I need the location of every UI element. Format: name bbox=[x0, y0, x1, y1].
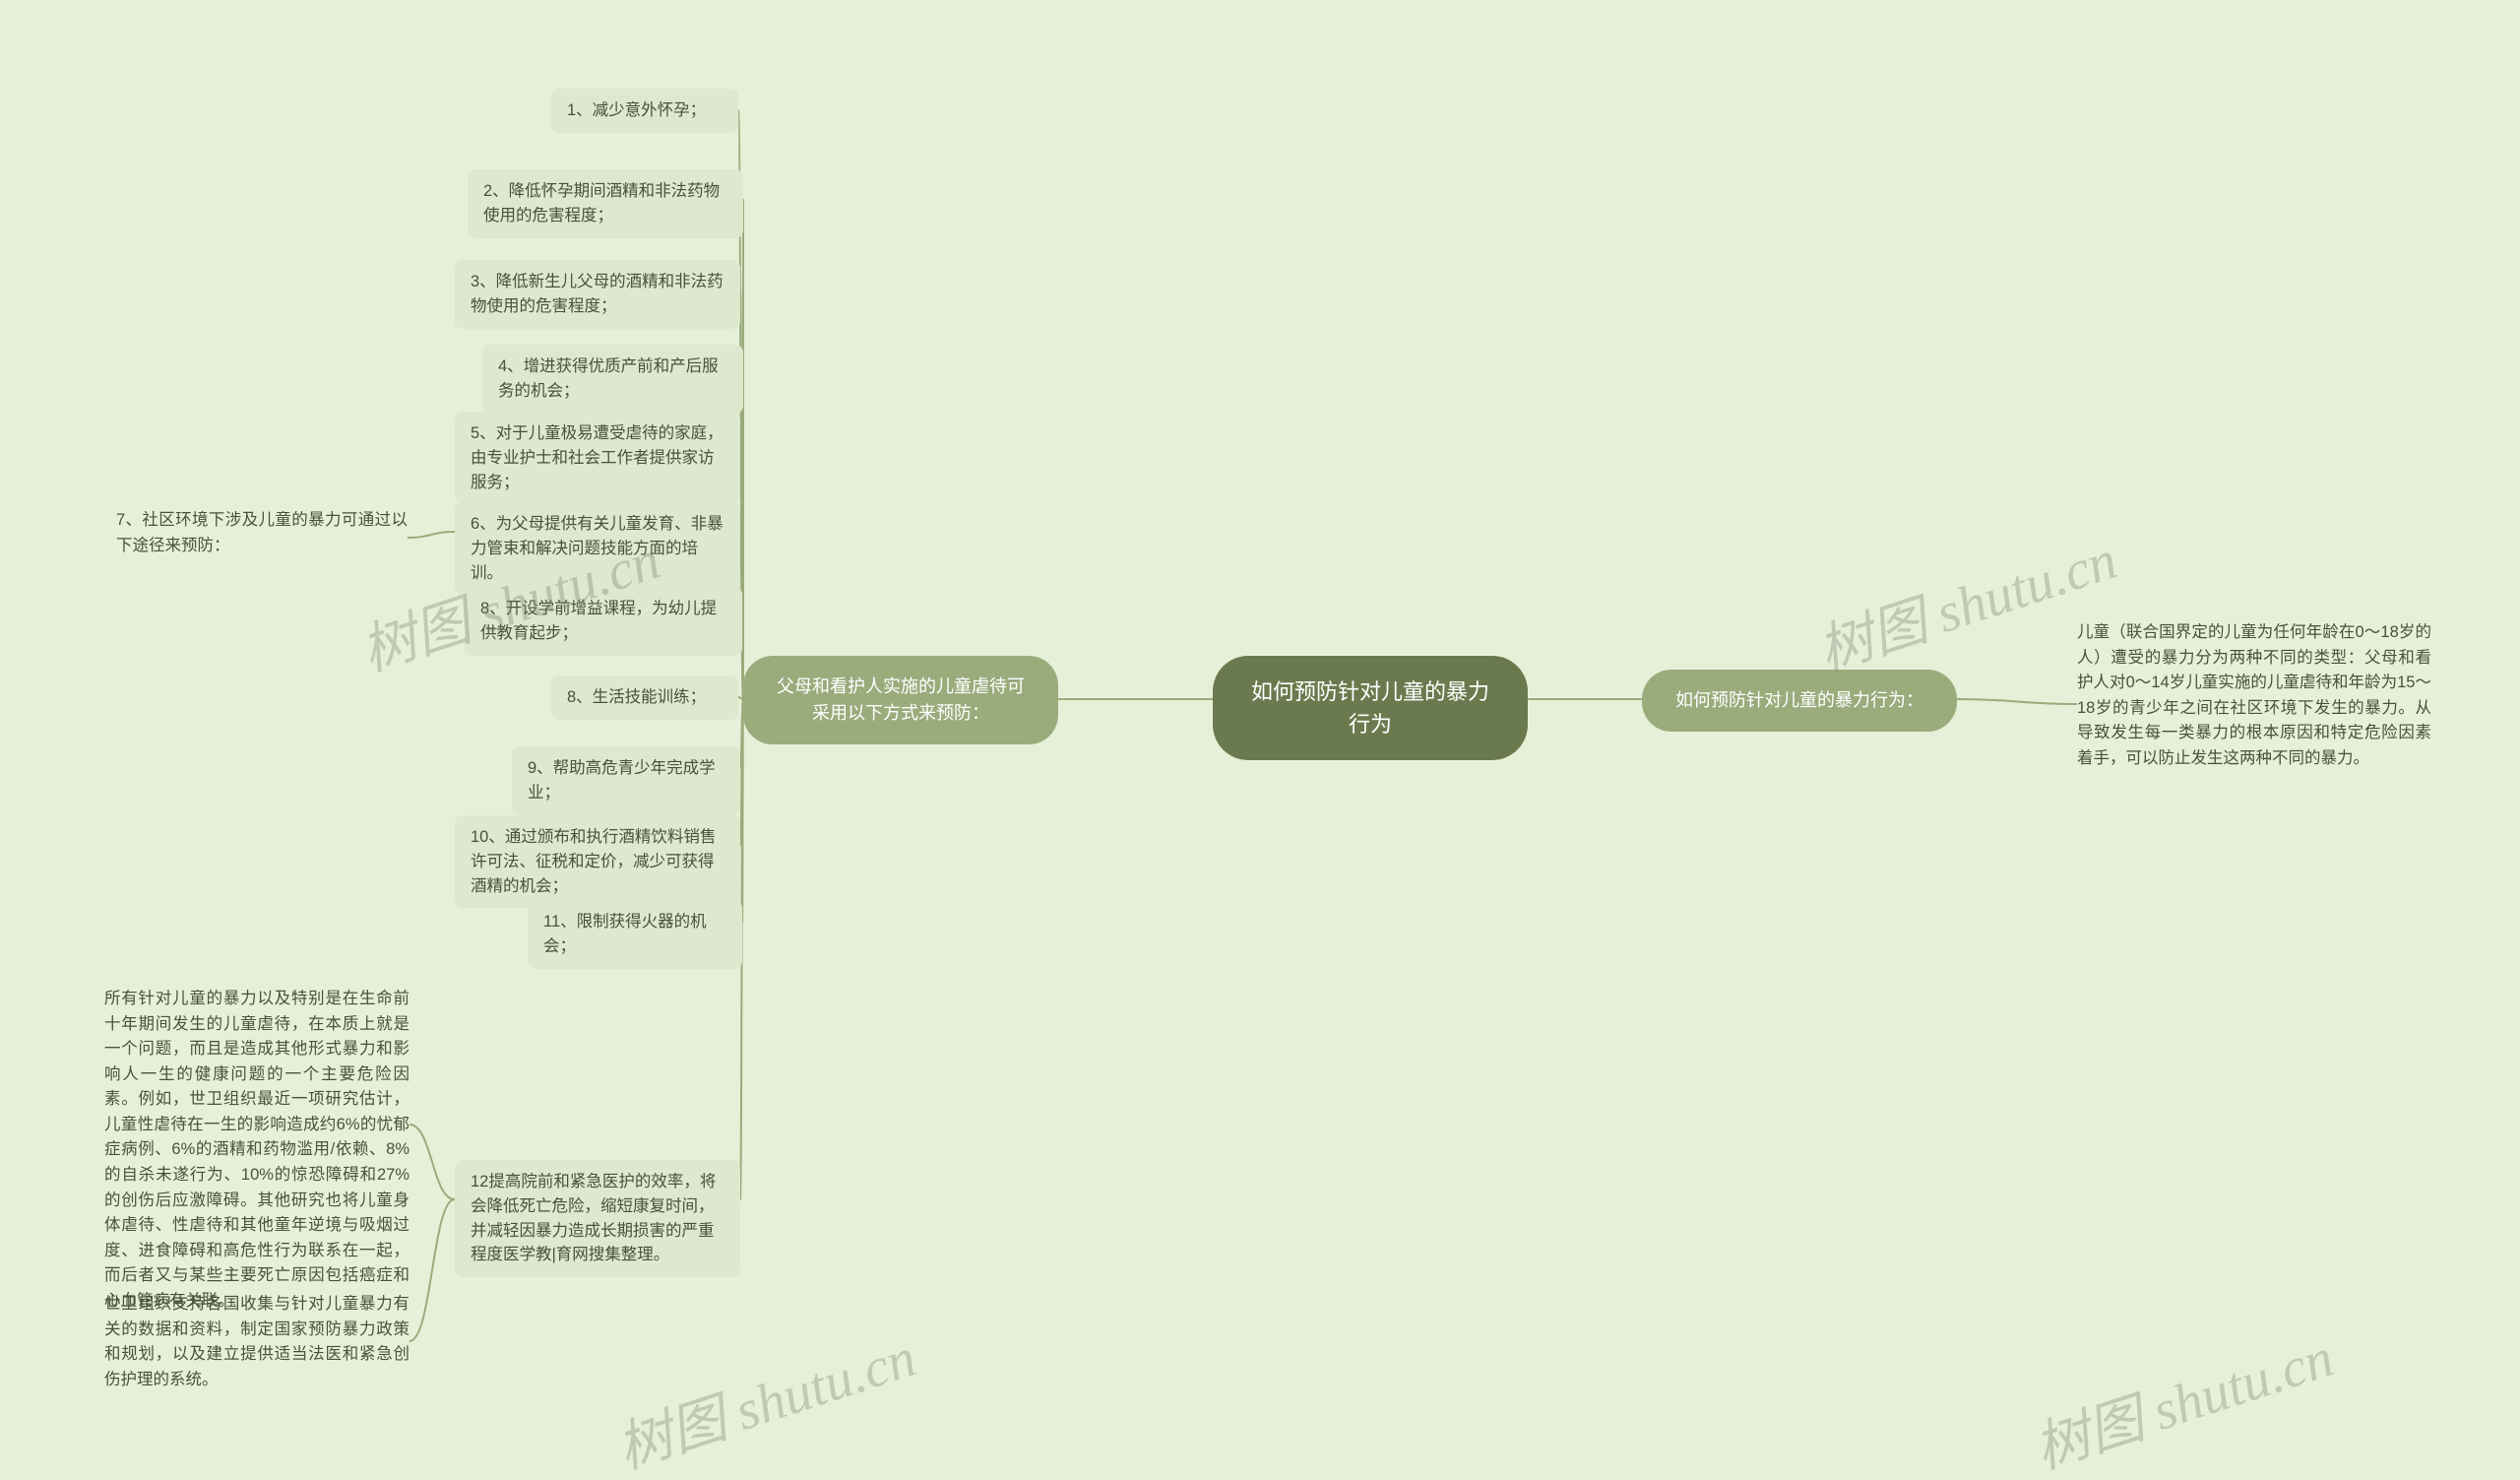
root-node[interactable]: 如何预防针对儿童的暴力行为 bbox=[1213, 656, 1528, 760]
sub-of-item-12-b: 世卫组织支持各国收集与针对儿童暴力有关的数据和资料，制定国家预防暴力政策和规划，… bbox=[104, 1292, 410, 1392]
watermark: 树图 shutu.cn bbox=[2023, 1313, 2342, 1480]
left-item[interactable]: 8、开设学前增益课程，为幼儿提供教育起步； bbox=[465, 587, 742, 656]
left-item[interactable]: 9、帮助高危青少年完成学业； bbox=[512, 746, 740, 815]
sub-of-item-12-a: 所有针对儿童的暴力以及特别是在生命前十年期间发生的儿童虐待，在本质上就是一个问题… bbox=[104, 987, 410, 1314]
left-item[interactable]: 4、增进获得优质产前和产后服务的机会； bbox=[482, 345, 743, 414]
watermark: 树图 shutu.cn bbox=[605, 1313, 924, 1480]
left-item[interactable]: 3、降低新生儿父母的酒精和非法药物使用的危害程度； bbox=[455, 260, 740, 329]
left-item[interactable]: 8、生活技能训练； bbox=[551, 676, 738, 720]
right-leaf: 儿童（联合国界定的儿童为任何年龄在0～18岁的人）遭受的暴力分为两种不同的类型：… bbox=[2077, 620, 2431, 788]
left-item[interactable]: 6、为父母提供有关儿童发育、非暴力管束和解决问题技能方面的培训。 bbox=[455, 502, 740, 595]
left-item[interactable]: 10、通过颁布和执行酒精饮料销售许可法、征税和定价，减少可获得酒精的机会； bbox=[455, 815, 740, 908]
left-branch[interactable]: 父母和看护人实施的儿童虐待可采用以下方式来预防： bbox=[743, 656, 1058, 744]
left-item[interactable]: 1、减少意外怀孕； bbox=[551, 89, 738, 133]
right-branch[interactable]: 如何预防针对儿童的暴力行为： bbox=[1642, 670, 1957, 732]
left-item[interactable]: 5、对于儿童极易遭受虐待的家庭，由专业护士和社会工作者提供家访服务； bbox=[455, 412, 740, 504]
sub-of-item-6: 7、社区环境下涉及儿童的暴力可通过以下途径来预防： bbox=[116, 508, 408, 567]
left-item[interactable]: 2、降低怀孕期间酒精和非法药物使用的危害程度； bbox=[468, 169, 743, 238]
left-item[interactable]: 11、限制获得火器的机会； bbox=[528, 900, 742, 969]
left-item[interactable]: 12提高院前和紧急医护的效率，将会降低死亡危险，缩短康复时间，并减轻因暴力造成长… bbox=[455, 1160, 740, 1277]
